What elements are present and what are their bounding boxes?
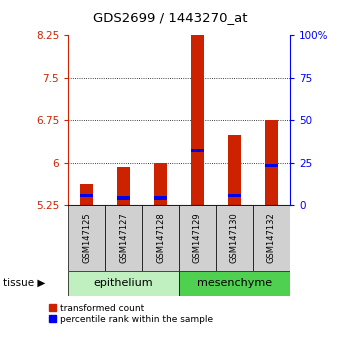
Text: GSM147130: GSM147130 (230, 213, 239, 263)
Bar (80, 184, 93, 205)
Bar (80, 194, 93, 197)
Bar (265, 120, 278, 205)
Text: mesenchyme: mesenchyme (197, 278, 272, 288)
Text: GSM147129: GSM147129 (193, 213, 202, 263)
Bar (154, 163, 167, 205)
Bar (191, 149, 204, 152)
Bar (117, 167, 130, 205)
Bar (68, 271, 179, 296)
Bar (117, 196, 130, 200)
Bar (253, 205, 290, 271)
Bar (265, 164, 278, 167)
Legend: transformed count, percentile rank within the sample: transformed count, percentile rank withi… (49, 304, 213, 324)
Bar (154, 196, 167, 200)
Text: GSM147125: GSM147125 (82, 213, 91, 263)
Text: GSM147128: GSM147128 (156, 213, 165, 263)
Bar (191, 0, 204, 205)
Text: GSM147132: GSM147132 (267, 213, 276, 263)
Text: GDS2699 / 1443270_at: GDS2699 / 1443270_at (93, 11, 248, 24)
Bar (228, 135, 241, 205)
Bar (179, 271, 290, 296)
Text: epithelium: epithelium (94, 278, 153, 288)
Bar (228, 194, 241, 197)
Bar (68, 205, 105, 271)
Bar (105, 205, 142, 271)
Bar (216, 205, 253, 271)
Bar (142, 205, 179, 271)
Bar (179, 205, 216, 271)
Text: tissue ▶: tissue ▶ (3, 278, 46, 288)
Text: GSM147127: GSM147127 (119, 213, 128, 263)
